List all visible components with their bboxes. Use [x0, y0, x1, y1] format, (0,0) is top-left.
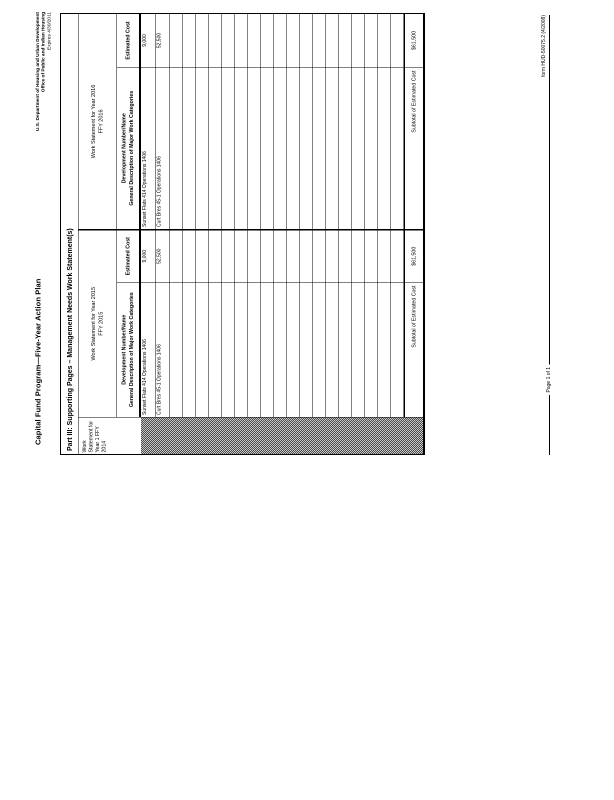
form-title: Capital Fund Program—Five-Year Action Pl… [34, 278, 43, 445]
empty-table-row [196, 14, 209, 417]
table-body: Sunset Flats 414 Operations 1406 9,000 S… [141, 14, 423, 454]
empty-table-row [339, 14, 352, 417]
agency-header: U.S. Department of Housing and Urban Dev… [35, 12, 52, 131]
group2-ffy: FFY 2016 [98, 109, 104, 134]
group2-desc-header-line2: General Description of Major Work Catego… [128, 90, 135, 206]
empty-table-row [378, 14, 391, 417]
table-row: Sunset Flats 414 Operations 1406 9,000 S… [141, 14, 156, 417]
empty-table-row [222, 14, 235, 417]
group1-year-title: Work Statement for Year 2015 [90, 286, 97, 361]
empty-table-row [248, 14, 261, 417]
group1-desc-header-line2: General Description of Major Work Catego… [128, 292, 135, 408]
group1-subtotal-value: $61,500 [405, 229, 423, 282]
form-number-label: form HUD-50075.2 (4/2008) [541, 15, 547, 77]
group1-year-header: Work Statement for Year 2015 FFY 2015 [78, 229, 117, 417]
group2-row-cost: 9,000 [142, 34, 148, 47]
empty-table-row [235, 14, 248, 417]
empty-table-row [326, 14, 339, 417]
group1-subtotal-label: Subtotal of Estimated Cost [405, 282, 423, 417]
empty-table-row [274, 14, 287, 417]
year1-line: 2014 [101, 440, 108, 453]
group2-row-desc: Sunset Flats 414 Operations 1406 [141, 67, 155, 229]
group2-desc-header-line1: Development Number/Name [120, 113, 127, 184]
group1-cost-header: Estimated Cost [117, 229, 139, 282]
empty-table-row [170, 14, 183, 417]
group1-description-header: Development Number/Name General Descript… [117, 282, 139, 417]
table-header: Work Statement for Year 1 FFY 2014 Work … [78, 14, 141, 454]
page-number-label: Page 1 of 1 [546, 364, 552, 395]
table-row: Curt Bres 45-1 Operations 1406 52,500 Cu… [155, 14, 170, 417]
group1-desc-header-line1: Development Number/Name [120, 314, 127, 385]
empty-table-row [287, 14, 300, 417]
empty-table-row [300, 14, 313, 417]
empty-table-row [352, 14, 365, 417]
group2-description-header: Development Number/Name General Descript… [117, 67, 139, 229]
empty-table-row [261, 14, 274, 417]
group2-cost-header: Estimated Cost [125, 21, 131, 60]
group1-ffy: FFY 2015 [98, 311, 104, 336]
subtotal-row: Subtotal of Estimated Cost $61,500 Subto… [404, 14, 423, 417]
group2-subtotal-label: Subtotal of Estimated Cost [405, 67, 423, 229]
group1-row-cost: 9,000 [141, 229, 155, 282]
part-title: Part III: Supporting Pages – Management … [61, 14, 79, 454]
empty-table-row [391, 14, 404, 417]
year1-column-header: Work Statement for Year 1 FFY 2014 [78, 417, 141, 454]
group1-row-desc: Curt Bres 45-1 Operations 1406 [155, 282, 170, 417]
empty-table-row [313, 14, 326, 417]
group2-row-desc: Curt Bres 45-1 Operations 1406 [155, 67, 170, 229]
group1-row-cost: 52,500 [155, 229, 170, 282]
group1-row-desc: Sunset Flats 414 Operations 1406 [141, 282, 155, 417]
agency-line-3: Expires 4/30/2011 [46, 12, 52, 50]
work-statement-table: Part III: Supporting Pages – Management … [60, 13, 425, 455]
group2-subtotal-value: $61,500 [411, 31, 417, 50]
empty-table-row [209, 14, 222, 417]
empty-table-row [183, 14, 196, 417]
group2-year-header: Work Statement for Year 2016 FFY 2016 [79, 14, 117, 229]
empty-table-row [365, 14, 378, 417]
annual-statement-shaded-column [141, 417, 423, 454]
group2-year-title: Work Statement for Year 2016 [90, 84, 97, 159]
group2-row-cost: 52,500 [156, 32, 163, 49]
rotated-form-canvas: Capital Fund Program—Five-Year Action Pl… [33, 10, 563, 460]
